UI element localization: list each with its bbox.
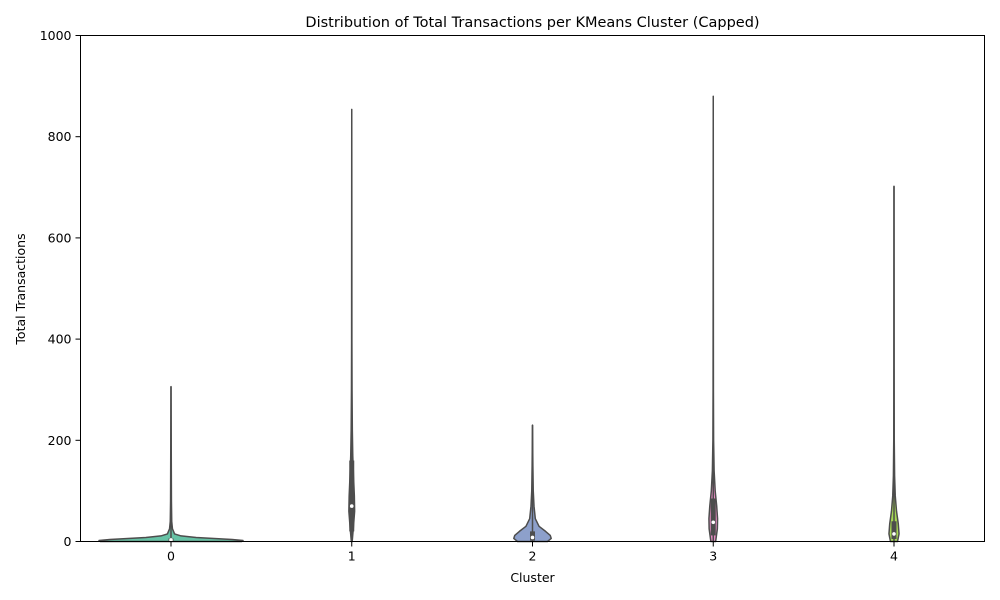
violin-median-dot [169,538,173,542]
x-tick-label: 4 [890,549,898,564]
violin-median-dot [349,504,354,508]
y-tick-label: 200 [48,433,72,448]
x-tick-label: 3 [709,549,717,564]
violin-cluster-4 [888,185,900,543]
x-tick-label: 1 [348,549,356,564]
violin-cluster-1 [348,108,356,543]
x-tick-label: 0 [167,549,175,564]
y-tick-label: 800 [48,129,72,144]
y-tick-label: 0 [64,534,72,549]
x-axis-ticks: 0 1 2 3 4 [167,541,898,564]
violin-cluster-0 [98,385,244,543]
violin-iqr-box [349,460,355,532]
y-tick-label: 1000 [40,28,72,43]
violin-median-dot [892,532,896,536]
violins-group [98,95,900,543]
violin-cluster-3 [708,95,719,543]
violin-median-dot [711,520,716,525]
x-tick-label: 2 [529,549,537,564]
x-axis-label: Cluster [510,570,555,585]
violin-cluster-2 [513,424,552,543]
plot-frame [80,35,985,542]
y-tick-label: 400 [48,332,72,347]
violin-iqr-box [891,521,897,539]
chart-title: Distribution of Total Transactions per K… [305,15,759,31]
y-axis-label: Total Transactions [13,233,28,345]
violin-median-dot [530,535,535,540]
violin-iqr-box [710,498,716,536]
y-tick-label: 600 [48,230,72,245]
y-axis-ticks: 0 200 400 600 800 1000 [40,28,81,549]
